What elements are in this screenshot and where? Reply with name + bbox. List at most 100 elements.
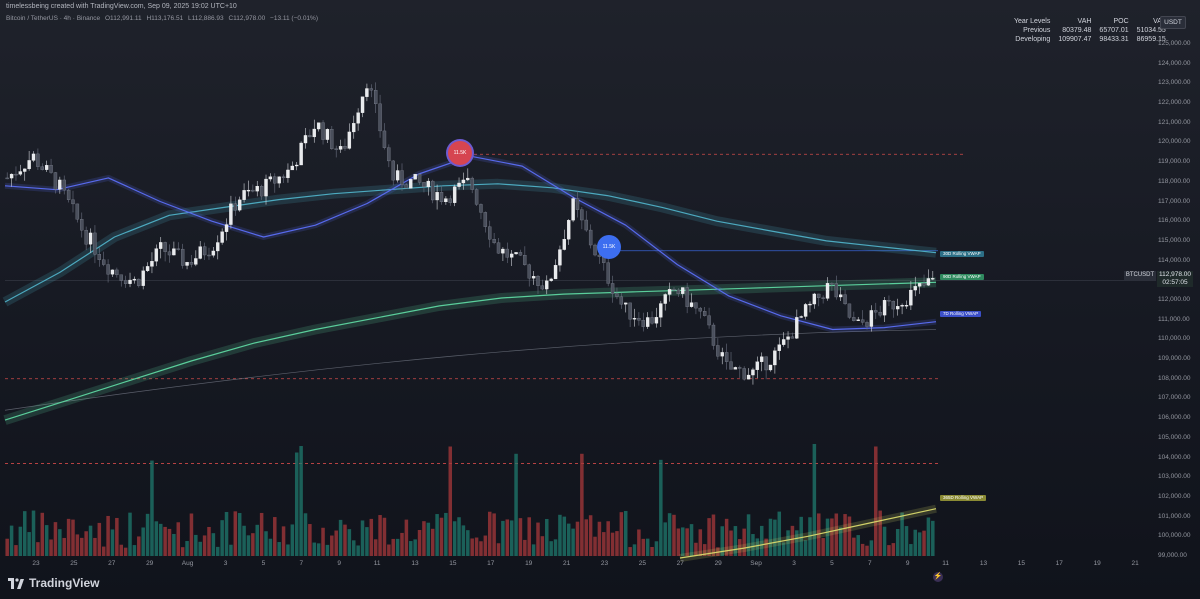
candle-body — [518, 252, 523, 256]
volume-bar — [799, 516, 803, 556]
candle-body — [698, 307, 702, 312]
volume-bar — [62, 537, 66, 556]
candle-body — [356, 112, 360, 124]
volume-bar — [325, 544, 330, 556]
time-tick-label: 27 — [676, 560, 684, 567]
volume-bar — [852, 537, 856, 556]
volume-bar — [312, 542, 317, 556]
volume-bar — [777, 511, 782, 556]
price-axis[interactable]: 125,000.00 124,000.00 123,000.00 122,000.00… — [1156, 0, 1200, 570]
candle-body — [549, 278, 553, 281]
candle-body — [387, 147, 391, 162]
candle-body — [198, 246, 202, 259]
price-tick-label: 106,000.00 — [1158, 414, 1191, 422]
levels-cell: 98433.31 — [1099, 36, 1129, 43]
volume-bar — [759, 525, 764, 556]
candle-body — [413, 174, 417, 180]
volume-bar — [387, 544, 391, 556]
volume-bar — [628, 547, 632, 556]
volume-bar — [207, 526, 211, 556]
volume-bar — [229, 544, 233, 556]
volume-bar — [321, 527, 325, 556]
volume-bar — [273, 517, 277, 556]
candle-body — [378, 103, 382, 132]
candle-body — [505, 248, 509, 258]
time-tick-label: 3 — [223, 560, 228, 567]
candle-body — [167, 251, 172, 256]
candle-body — [869, 310, 874, 327]
volume-bar — [189, 513, 194, 556]
candle-body — [641, 320, 645, 327]
candle-body — [689, 302, 694, 307]
candle-body — [632, 318, 637, 320]
candle-body — [751, 369, 755, 376]
candle-body — [316, 122, 321, 130]
price-chart[interactable] — [0, 0, 1156, 570]
lightning-icon[interactable]: ⚡ — [933, 572, 943, 582]
levels-cell: 51034.55 — [1136, 27, 1166, 34]
candle-body — [435, 192, 439, 201]
candle-body — [75, 203, 80, 220]
price-tick-label: 100,000.00 — [1158, 532, 1191, 540]
candle-body — [878, 311, 882, 316]
volume-bar — [404, 519, 409, 556]
volume-bar — [180, 547, 185, 556]
candle-body — [492, 239, 496, 243]
time-tick-label: 17 — [487, 560, 495, 567]
price-tick-label: 104,000.00 — [1158, 453, 1191, 461]
volume-bar — [887, 545, 891, 556]
candle-body — [71, 199, 75, 205]
candle-body — [865, 322, 869, 327]
price-tick-label: 115,000.00 — [1158, 236, 1191, 244]
volume-bar — [808, 517, 812, 556]
candle-body — [369, 88, 373, 91]
long-ma-line — [4, 329, 937, 411]
candle-body — [874, 310, 878, 313]
candle-body — [496, 242, 501, 254]
levels-header: Year Levels — [1014, 18, 1051, 25]
time-tick-label: 25 — [638, 560, 647, 567]
candle-body — [395, 170, 400, 181]
candle-body — [755, 361, 760, 370]
anchor-bubble-blue[interactable]: 11.5K — [597, 235, 621, 259]
price-tick-label: 118,000.00 — [1158, 177, 1191, 185]
candle-body — [163, 242, 167, 252]
volume-bar — [378, 515, 382, 556]
candle-body — [251, 189, 255, 192]
volume-bar — [926, 517, 931, 556]
candle-body — [189, 262, 194, 265]
volume-bar — [724, 518, 729, 556]
time-tick-label: 7 — [867, 560, 872, 567]
candle-body — [325, 129, 330, 140]
volume-bar — [277, 542, 281, 556]
time-tick-label: Aug — [181, 560, 194, 567]
time-tick-label: 5 — [830, 560, 834, 567]
candle-body — [194, 258, 198, 265]
time-axis[interactable]: 23 25 27 29 Aug 3 5 7 9 11 13 15 17 19 21 23 25 27 29 Sep 3 5… — [0, 554, 1156, 570]
candle-body — [724, 352, 729, 362]
levels-row: Developing 109907.47 98433.31 86959.15 — [1010, 35, 1170, 44]
anchor-bubble-red[interactable]: 11.5K — [448, 141, 472, 165]
volume-bar — [575, 521, 580, 556]
candle-body — [637, 318, 641, 321]
volume-bar — [49, 539, 53, 556]
candle-body — [18, 171, 23, 175]
candle-body — [909, 289, 913, 306]
candle-body — [242, 190, 246, 200]
ohlc-low: L112,886.93 — [188, 15, 224, 22]
candle-body — [409, 179, 413, 189]
volume-bar — [803, 540, 808, 556]
volume-bar — [338, 519, 343, 556]
volume-bar — [764, 538, 768, 556]
currency-selector[interactable]: USDT — [1160, 16, 1186, 29]
candle-body — [795, 317, 799, 339]
year-levels-table: Year Levels VAH POC VAL Previous 80379.4… — [1010, 17, 1170, 44]
candle-body — [628, 302, 632, 320]
candle-body — [667, 289, 672, 295]
candle-body — [834, 283, 838, 298]
symbol-pair[interactable]: Bitcoin / TetherUS · 4h · Binance — [6, 15, 101, 22]
volume-bar — [93, 537, 97, 556]
candle-body — [527, 264, 531, 279]
volume-bar — [584, 519, 589, 556]
candle-body — [882, 300, 887, 316]
